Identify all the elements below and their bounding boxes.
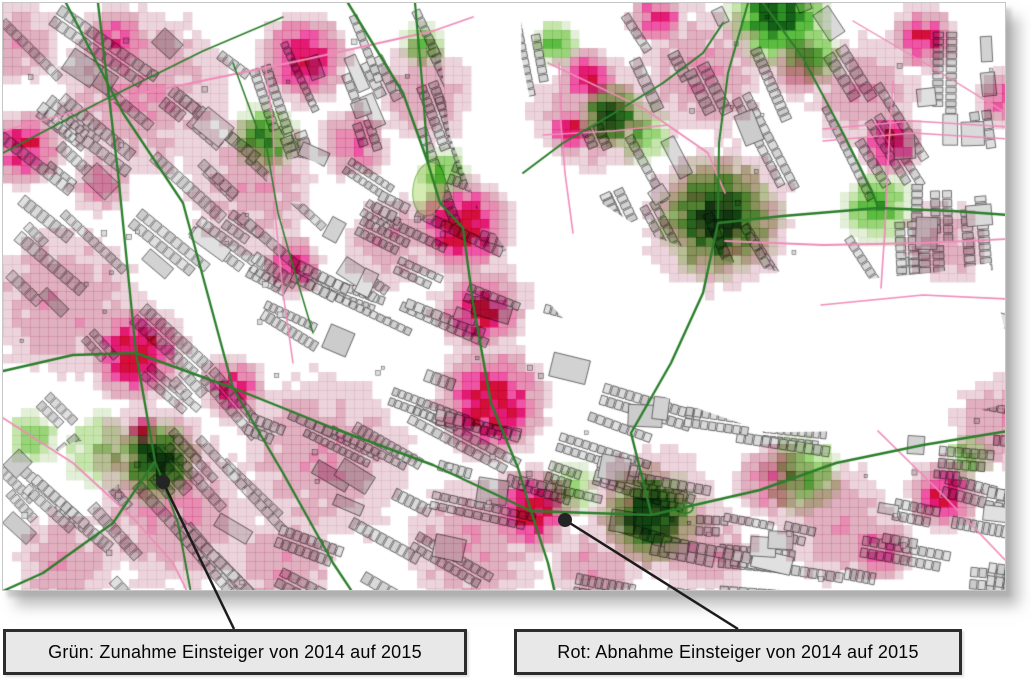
legend-box-green: Grün: Zunahme Einsteiger von 2014 auf 20…	[3, 629, 467, 675]
map-card	[2, 2, 1006, 591]
map-canvas[interactable]	[3, 3, 1005, 590]
legend-green-label: Grün: Zunahme Einsteiger von 2014 auf 20…	[48, 641, 422, 662]
legend-box-red: Rot: Abnahme Einsteiger von 2014 auf 201…	[514, 629, 962, 675]
legend-red-label: Rot: Abnahme Einsteiger von 2014 auf 201…	[557, 641, 919, 662]
